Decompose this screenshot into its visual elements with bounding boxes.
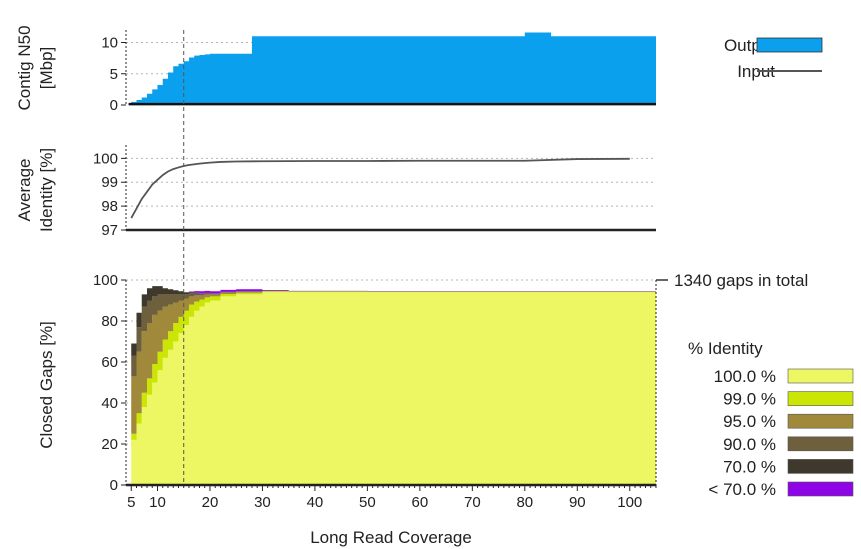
legend-swatch — [787, 413, 854, 429]
average-identity-panel: 97 98 99 100 Average Identity [%] — [15, 145, 656, 239]
identity-legend: % Identity 100.0 % 99.0 % 95.0 % 90.0 % 70.0… — [688, 339, 854, 499]
identity-y-ticks: 97 98 99 100 — [93, 145, 127, 239]
x-tick-label: 70 — [464, 494, 481, 511]
closed-gaps-panel: 0 20 40 60 80 100 5 10 20 30 40 50 60 70 80 90 100 Clos… — [37, 271, 854, 547]
contig-n50-legend: Output Input — [724, 36, 823, 81]
contig-n50-output-area — [128, 32, 656, 105]
identity-legend-title: % Identity — [688, 339, 763, 358]
identity-y-label-line1: Average — [15, 158, 34, 221]
contig-n50-panel: 0 5 10 Contig N50 [Mbp] Output Input — [15, 25, 823, 114]
x-tick-label: 80 — [516, 494, 533, 511]
x-tick-label: 5 — [127, 494, 135, 511]
y-tick-label: 99 — [101, 174, 118, 191]
contig-n50-y-label-line2: [Mbp] — [37, 47, 56, 90]
y-tick-label: 97 — [101, 222, 118, 239]
x-tick-label: 20 — [202, 494, 219, 511]
legend-label: 99.0 % — [723, 390, 776, 409]
legend-swatch — [787, 459, 854, 474]
y-tick-label: 80 — [101, 313, 118, 330]
x-tick-label: 60 — [412, 494, 429, 511]
output-area — [128, 32, 656, 105]
legend-label: < 70.0 % — [708, 480, 776, 499]
legend-label: 90.0 % — [723, 435, 776, 454]
y-tick-label: 100 — [93, 272, 118, 289]
x-axis-ticks: 5 10 20 30 40 50 60 70 80 90 100 — [127, 485, 657, 511]
closed-gaps-axes — [125, 280, 657, 487]
closed-gaps-y-label: Closed Gaps [%] — [37, 321, 56, 449]
y-tick-label: 60 — [101, 354, 118, 371]
x-axis-label: Long Read Coverage — [310, 528, 472, 547]
x-tick-label: 100 — [617, 494, 642, 511]
closed-gaps-stacked-areas — [131, 286, 656, 485]
legend-output-swatch — [756, 37, 823, 53]
y-tick-label: 5 — [110, 66, 118, 83]
x-tick-label: 30 — [254, 494, 271, 511]
legend-input-label: Input — [737, 62, 775, 81]
y-tick-label: 98 — [101, 198, 118, 215]
contig-n50-y-ticks: 0 5 10 — [101, 30, 127, 114]
legend-swatch — [787, 436, 854, 452]
legend-label: 100.0 % — [714, 367, 776, 386]
y-tick-label: 0 — [110, 477, 118, 494]
identity-lines — [126, 157, 656, 232]
closed-gaps-y-ticks: 0 20 40 60 80 100 — [93, 272, 126, 494]
x-tick-label: 40 — [307, 494, 324, 511]
identity-line — [130, 157, 630, 219]
x-tick-label: 50 — [359, 494, 376, 511]
legend-swatch — [787, 368, 854, 384]
y-tick-label: 20 — [101, 436, 118, 453]
gaps-area-100-0- — [131, 292, 656, 485]
gaps-area-70-0- — [131, 286, 656, 356]
legend-label: 70.0 % — [723, 457, 776, 476]
x-tick-label: 90 — [569, 494, 586, 511]
y-tick-label: 10 — [101, 35, 118, 52]
identity-gridlines — [126, 157, 656, 207]
y-tick-label: 40 — [101, 395, 118, 412]
legend-label: 95.0 % — [723, 412, 776, 431]
legend-swatch — [787, 481, 854, 497]
legend-swatch — [787, 391, 854, 406]
contig-n50-y-label-line1: Contig N50 — [15, 25, 34, 110]
identity-y-label-line2: Identity [%] — [37, 148, 56, 232]
gaps-total-annotation: 1340 gaps in total — [674, 271, 808, 290]
y-tick-label: 0 — [110, 97, 118, 114]
y-tick-label: 100 — [93, 150, 118, 167]
x-tick-label: 10 — [149, 494, 166, 511]
